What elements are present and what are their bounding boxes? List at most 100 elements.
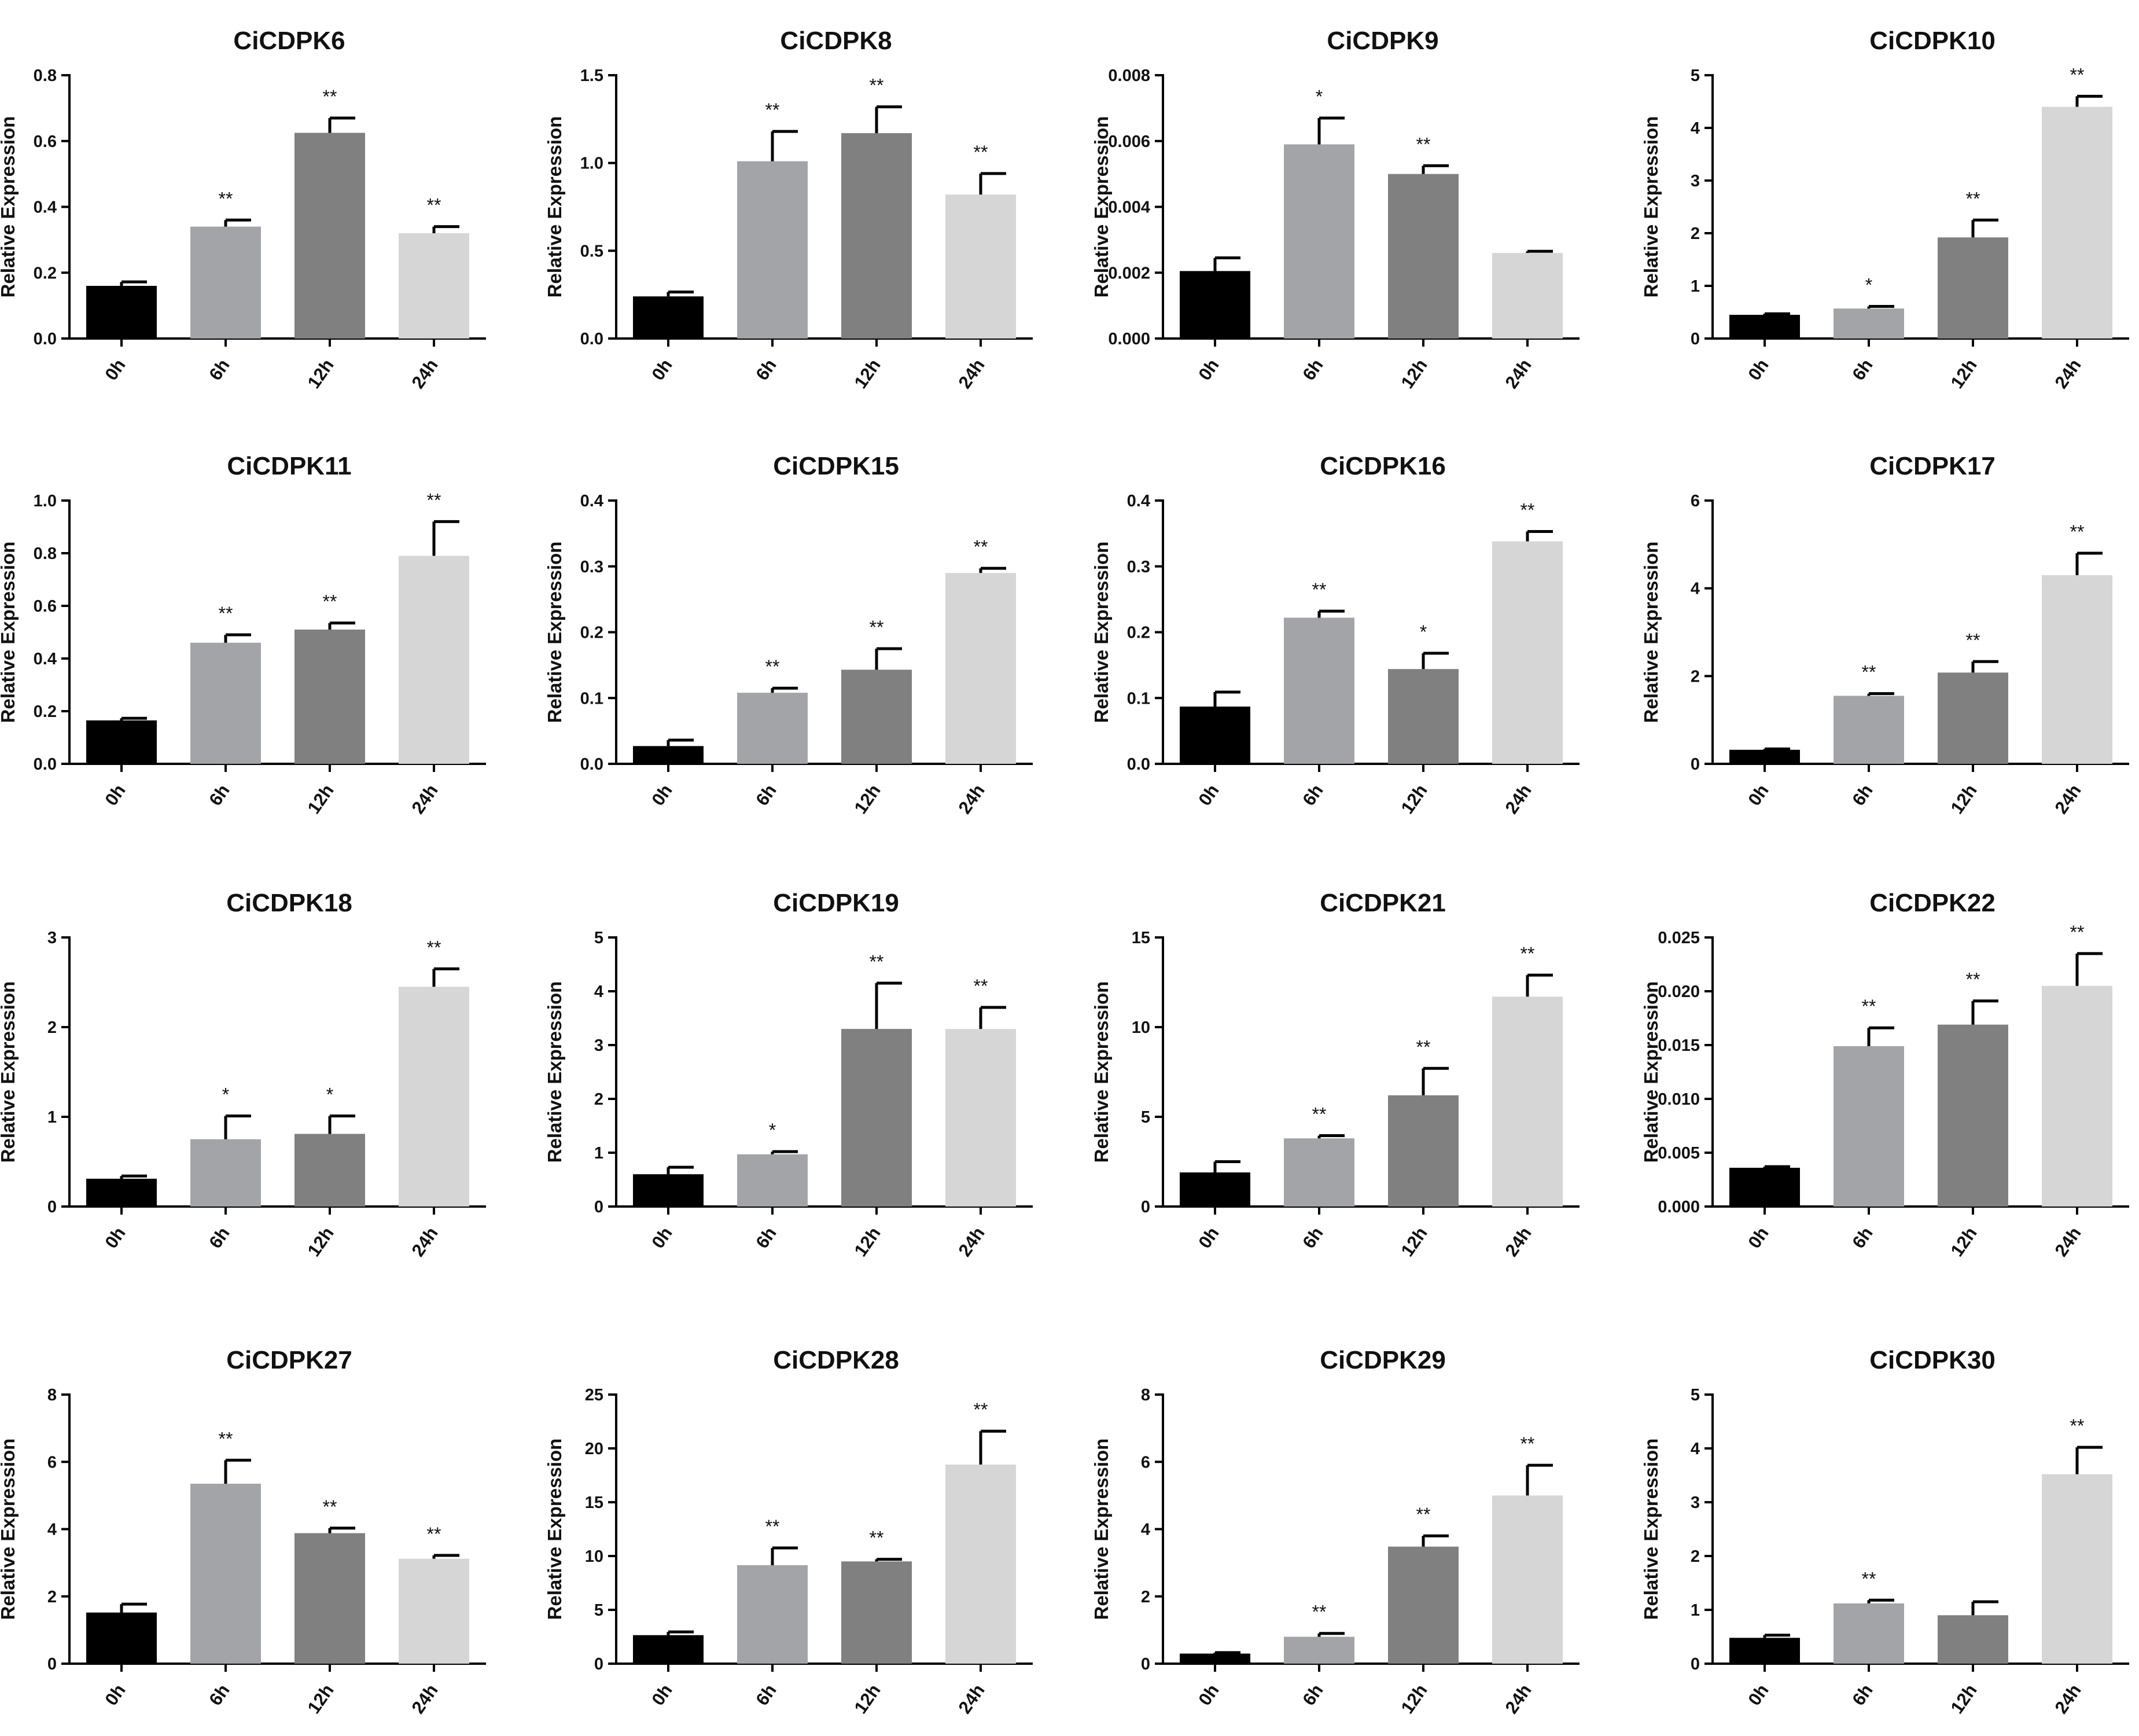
bar (633, 1174, 704, 1207)
significance-label: ** (1521, 499, 1535, 520)
significance-label: ** (1862, 662, 1876, 683)
x-tick-label: 6h (205, 355, 233, 384)
bar (945, 573, 1016, 764)
panel-title: CiCDPK11 (227, 452, 351, 480)
x-tick-label: 12h (1397, 781, 1431, 818)
x-tick-label: 12h (303, 1223, 337, 1260)
y-tick-label: 0.3 (580, 558, 603, 576)
y-tick-label: 0.008 (1108, 67, 1150, 85)
panel-cicdpk30: CiCDPK30 Relative Expression 0 1 2 3 4 5 0h ** 6h 1… (1640, 1346, 2129, 1717)
x-tick-label: 6h (1848, 355, 1876, 384)
x-tick-label: 12h (1946, 1680, 1980, 1717)
y-tick-label: 2 (1691, 667, 1700, 686)
x-tick-label: 12h (1946, 355, 1980, 392)
panel-title: CiCDPK22 (1869, 889, 1996, 917)
bar (841, 1561, 912, 1664)
bar (399, 1558, 469, 1664)
bar (841, 1029, 912, 1207)
y-tick-label: 20 (585, 1440, 603, 1458)
x-tick-label: 12h (1946, 1223, 1980, 1260)
bar (1938, 1024, 2008, 1207)
significance-label: ** (427, 490, 441, 510)
bar (1388, 1095, 1459, 1207)
y-axis-label: Relative Expression (1091, 116, 1112, 298)
panel-cicdpk16: CiCDPK16 Relative Expression 0.0 0.1 0.2 0.3 0… (1091, 452, 1580, 818)
bar (841, 670, 912, 764)
significance-label: ** (1966, 188, 1980, 209)
significance-label: ** (870, 951, 884, 972)
y-tick-label: 5 (594, 1601, 603, 1620)
bar (190, 1484, 261, 1664)
significance-label: ** (427, 195, 441, 216)
y-tick-label: 0 (1691, 755, 1700, 774)
y-tick-label: 0.010 (1658, 1090, 1700, 1109)
y-axis-label: Relative Expression (0, 116, 19, 298)
bar (1834, 696, 1904, 764)
x-tick-label: 0h (647, 781, 676, 810)
y-tick-label: 0.3 (1127, 558, 1150, 576)
x-tick-label: 0h (101, 1223, 129, 1252)
x-tick-label: 6h (1848, 1223, 1876, 1252)
panel-cicdpk29: CiCDPK29 Relative Expression 0 2 4 6 8 0h ** 6h **… (1091, 1346, 1580, 1717)
x-tick-label: 0h (1744, 1223, 1772, 1252)
y-tick-label: 15 (1132, 929, 1150, 947)
x-tick-label: 6h (752, 1223, 780, 1252)
panel-cicdpk22: CiCDPK22 Relative Expression 0.000 0.005 0.0… (1640, 889, 2129, 1260)
bar (294, 629, 365, 764)
bar (294, 1134, 365, 1207)
x-tick-label: 24h (2050, 781, 2085, 818)
significance-label: ** (2070, 1415, 2085, 1436)
y-tick-label: 0 (47, 1198, 57, 1216)
y-tick-label: 2 (594, 1090, 603, 1109)
bar (633, 1635, 704, 1664)
significance-label: ** (1416, 134, 1431, 155)
bar (1180, 1653, 1250, 1664)
y-tick-label: 0.8 (34, 545, 57, 563)
x-tick-label: 12h (303, 355, 337, 392)
panel-cicdpk6: CiCDPK6 Relative Expression 0.0 0.2 0.4 0.6 0.… (0, 27, 486, 392)
y-tick-label: 10 (585, 1547, 603, 1566)
y-tick-label: 1.0 (580, 155, 603, 173)
y-tick-label: 0.015 (1658, 1036, 1700, 1055)
y-tick-label: 2 (47, 1018, 57, 1037)
x-tick-label: 12h (850, 1680, 884, 1717)
y-axis-label: Relative Expression (1640, 981, 1662, 1163)
x-tick-label: 12h (1946, 781, 1980, 818)
x-tick-label: 24h (2050, 355, 2085, 392)
bar (1834, 308, 1904, 339)
x-tick-label: 6h (1298, 1223, 1327, 1252)
bar (737, 1565, 808, 1664)
y-tick-label: 0.000 (1658, 1198, 1700, 1216)
y-tick-label: 0.4 (34, 198, 57, 217)
x-tick-label: 24h (954, 1680, 988, 1717)
x-tick-label: 6h (1298, 781, 1327, 810)
y-tick-label: 4 (1691, 580, 1700, 598)
y-tick-label: 2 (47, 1588, 57, 1606)
y-tick-label: 0.0 (580, 330, 603, 348)
bar (1729, 749, 1800, 764)
y-tick-label: 8 (47, 1386, 57, 1404)
x-tick-label: 0h (1194, 781, 1223, 810)
y-axis-label: Relative Expression (0, 542, 19, 723)
significance-label: ** (323, 86, 337, 107)
significance-label: ** (1521, 1433, 1535, 1454)
bar (399, 987, 469, 1207)
y-tick-label: 0.020 (1658, 983, 1700, 1001)
significance-label: ** (219, 603, 233, 624)
x-tick-label: 0h (101, 355, 129, 384)
x-tick-label: 0h (1194, 1680, 1223, 1709)
y-tick-label: 0 (1691, 330, 1700, 348)
significance-label: * (769, 1120, 776, 1141)
panel-cicdpk9: CiCDPK9 Relative Expression 0.000 0.002 0.00… (1091, 27, 1580, 392)
significance-label: ** (1416, 1504, 1431, 1525)
significance-label: ** (1862, 1568, 1876, 1589)
bar (190, 642, 261, 764)
y-axis-label: Relative Expression (1091, 542, 1112, 723)
y-tick-label: 0.0 (34, 330, 57, 348)
significance-label: ** (870, 1528, 884, 1549)
y-tick-label: 1.5 (580, 67, 603, 85)
x-tick-label: 6h (205, 1680, 233, 1709)
y-tick-label: 3 (1691, 1494, 1700, 1512)
significance-label: ** (1862, 996, 1876, 1017)
significance-label: ** (2070, 521, 2085, 542)
